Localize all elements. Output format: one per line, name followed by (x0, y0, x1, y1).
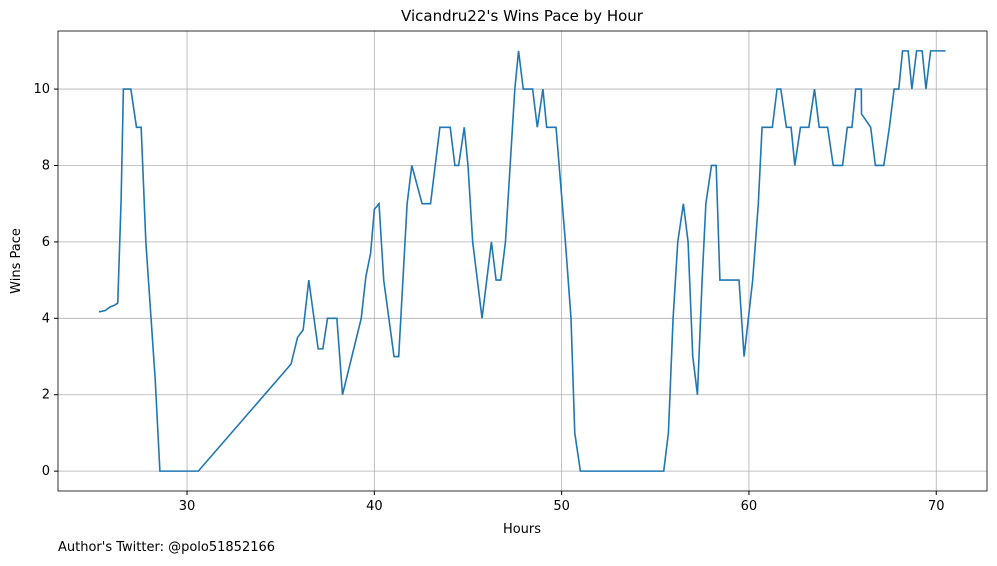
y-tick-label: 10 (33, 82, 50, 97)
plot-frame (57, 30, 988, 492)
x-tick-label: 40 (366, 499, 383, 514)
footnote: Author's Twitter: @polo51852166 (58, 540, 275, 555)
y-axis-label: Wins Pace (9, 228, 24, 294)
x-tick-label: 60 (741, 499, 758, 514)
y-tick-label: 8 (42, 158, 50, 173)
x-axis-label: Hours (503, 522, 541, 537)
x-tick-label: 70 (928, 499, 945, 514)
data-line (98, 50, 946, 472)
y-tick-label: 0 (42, 464, 50, 479)
y-tick-label: 4 (42, 311, 50, 326)
y-tick-label: 2 (42, 388, 50, 403)
x-tick-label: 30 (179, 499, 196, 514)
x-tick-label: 50 (553, 499, 570, 514)
y-tick-label: 6 (42, 235, 50, 250)
chart-title: Vicandru22's Wins Pace by Hour (401, 7, 644, 25)
